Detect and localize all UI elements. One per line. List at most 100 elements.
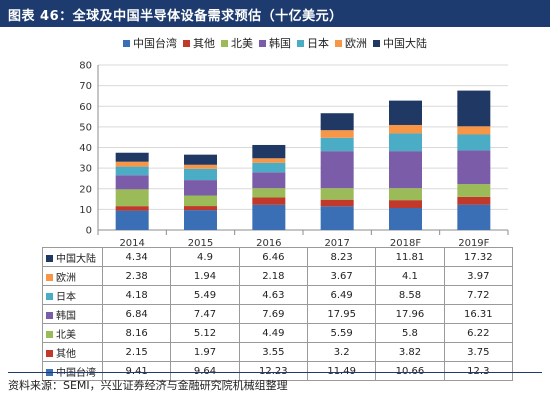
bar-segment <box>457 126 491 135</box>
table-row: 日本 4.18 5.49 4.63 6.49 8.58 7.72 <box>42 285 513 305</box>
y-tick-label: 10 <box>79 205 92 216</box>
bar-segment <box>115 189 149 207</box>
table-cell: 17.32 <box>443 247 513 267</box>
table-series-label: 其他 <box>42 342 103 362</box>
table-cell: 12.23 <box>238 361 308 381</box>
legend-item: 欧洲 <box>335 35 367 51</box>
legend-label: 日本 <box>307 37 329 50</box>
y-tick-label: 60 <box>79 102 92 113</box>
table-cell: 8.16 <box>101 323 172 343</box>
table-cell: 17.96 <box>375 304 445 324</box>
table-cell: 3.2 <box>306 342 377 362</box>
table-series-name: 欧洲 <box>56 272 76 284</box>
table-cell: 4.34 <box>101 247 172 267</box>
legend-item: 韩国 <box>259 35 291 51</box>
table-series-label: 日本 <box>42 285 103 305</box>
table-row: 北美 8.16 5.12 4.49 5.59 5.8 6.22 <box>42 323 513 343</box>
table-series-name: 北美 <box>56 329 76 341</box>
table-row: 其他 2.15 1.97 3.55 3.2 3.82 3.75 <box>42 342 513 362</box>
y-tick-label: 0 <box>86 226 92 237</box>
bar-segment <box>389 200 422 209</box>
chart-plot: 0 10 20 30 40 50 60 70 80 2014 2015 2016 2017 2018F 20… <box>79 61 509 247</box>
bar-segment <box>389 151 422 189</box>
legend-item: 中国大陆 <box>373 35 427 51</box>
table-cell: 2.38 <box>101 266 172 286</box>
legend-item: 日本 <box>297 35 329 51</box>
bar-segment <box>115 161 149 167</box>
table-row: 韩国 6.84 7.47 7.69 17.95 17.96 16.31 <box>42 304 513 324</box>
bar-segment <box>389 100 422 125</box>
y-tick-label: 80 <box>79 61 92 72</box>
table-row: 中国台湾 9.41 9.64 12.23 11.49 10.66 12.3 <box>42 361 513 381</box>
bar-segment <box>457 184 491 197</box>
y-tick-label: 30 <box>79 164 92 175</box>
bar-segment <box>252 204 286 230</box>
bar-segment <box>184 168 217 181</box>
table-cell: 3.75 <box>443 342 513 362</box>
legend-item: 中国台湾 <box>123 35 177 51</box>
table-cell: 4.49 <box>238 323 308 343</box>
bar-segment <box>184 195 217 207</box>
bar-segment <box>115 152 149 162</box>
legend-item: 北美 <box>221 35 253 51</box>
table-series-name: 其他 <box>56 348 76 360</box>
table-cell: 1.94 <box>170 266 240 286</box>
bar-segment <box>320 130 354 138</box>
bar-segment <box>457 150 491 185</box>
y-tick-label: 50 <box>79 122 92 133</box>
bar-segment <box>389 133 422 152</box>
bar-segment <box>252 144 286 159</box>
table-cell: 5.59 <box>306 323 377 343</box>
table-cell: 7.72 <box>443 285 513 305</box>
y-tick-label: 70 <box>79 81 92 92</box>
bar-segment <box>320 199 354 207</box>
bar-segment <box>457 90 491 127</box>
table-cell: 3.55 <box>238 342 308 362</box>
legend-label: 中国大陆 <box>383 37 427 50</box>
bar-segment <box>457 134 491 151</box>
table-cell: 8.23 <box>306 247 377 267</box>
legend-swatch <box>335 39 342 47</box>
table-cell: 11.81 <box>375 247 445 267</box>
legend-label: 中国台湾 <box>133 37 177 50</box>
bar-segment <box>184 154 217 165</box>
table-cell: 11.49 <box>306 361 377 381</box>
data-table: 中国大陆 4.34 4.9 6.46 8.23 11.81 17.32 欧洲 2.38 1.94 2… <box>42 247 513 381</box>
bar-segment <box>252 172 286 189</box>
table-cell: 10.66 <box>375 361 445 381</box>
legend-label: 其他 <box>193 37 215 50</box>
bar-segment <box>115 210 149 230</box>
table-cell: 1.97 <box>170 342 240 362</box>
table-cell: 2.15 <box>101 342 172 362</box>
table-cell: 16.31 <box>443 304 513 324</box>
table-cell: 6.84 <box>101 304 172 324</box>
legend-swatch <box>221 39 228 47</box>
table-row: 欧洲 2.38 1.94 2.18 3.67 4.1 3.97 <box>42 266 513 286</box>
table-swatch <box>46 350 53 357</box>
table-series-label: 欧洲 <box>42 266 103 286</box>
table-cell: 5.8 <box>375 323 445 343</box>
table-cell: 2.18 <box>238 266 308 286</box>
legend-swatch <box>123 39 130 47</box>
table-cell: 4.9 <box>170 247 240 267</box>
bar-segment <box>252 188 286 198</box>
bar-segment <box>389 208 422 230</box>
bar-segment <box>115 206 149 211</box>
legend-swatch <box>183 39 190 47</box>
table-cell: 4.18 <box>101 285 172 305</box>
table-cell: 3.97 <box>443 266 513 286</box>
legend-swatch <box>259 39 266 47</box>
bar-segment <box>320 151 354 189</box>
table-cell: 5.49 <box>170 285 240 305</box>
title-bar: 图表 46：全球及中国半导体设备需求预估（十亿美元） <box>0 0 550 27</box>
chart-title: 图表 46：全球及中国半导体设备需求预估（十亿美元） <box>8 9 343 24</box>
x-tick-label: 2016 <box>256 238 281 247</box>
legend-item: 其他 <box>183 35 215 51</box>
table-cell: 3.82 <box>375 342 445 362</box>
x-tick-label: 2014 <box>119 238 144 247</box>
table-cell: 3.67 <box>306 266 377 286</box>
table-row: 中国大陆 4.34 4.9 6.46 8.23 11.81 17.32 <box>42 247 513 267</box>
table-series-name: 日本 <box>56 291 76 303</box>
table-swatch <box>46 274 53 281</box>
legend-label: 北美 <box>231 37 253 50</box>
